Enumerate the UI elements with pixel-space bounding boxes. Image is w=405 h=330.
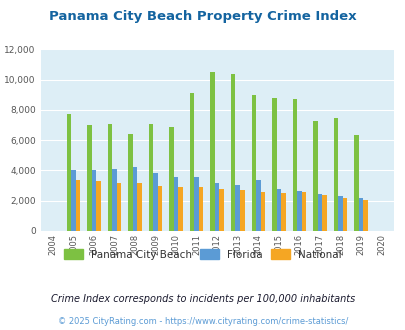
Bar — [75, 180, 80, 231]
Bar — [132, 167, 137, 231]
Bar — [66, 114, 71, 231]
Bar — [112, 169, 117, 231]
Bar — [239, 190, 244, 231]
Bar — [128, 134, 132, 231]
Text: Panama City Beach Property Crime Index: Panama City Beach Property Crime Index — [49, 10, 356, 23]
Bar — [312, 121, 317, 231]
Bar — [71, 171, 75, 231]
Bar — [271, 98, 276, 231]
Bar — [92, 171, 96, 231]
Bar — [190, 93, 194, 231]
Bar — [292, 99, 296, 231]
Bar — [260, 192, 264, 231]
Bar — [296, 191, 301, 231]
Bar — [342, 198, 346, 231]
Bar — [333, 118, 337, 231]
Bar — [358, 198, 362, 231]
Bar — [149, 124, 153, 231]
Bar — [337, 196, 342, 231]
Bar — [235, 185, 239, 231]
Bar — [353, 135, 358, 231]
Bar — [117, 182, 121, 231]
Legend: Panama City Beach, Florida, National: Panama City Beach, Florida, National — [64, 249, 341, 260]
Bar — [169, 127, 173, 231]
Bar — [301, 192, 305, 231]
Bar — [276, 189, 280, 231]
Bar — [107, 124, 112, 231]
Bar — [321, 195, 326, 231]
Bar — [256, 180, 260, 231]
Bar — [158, 186, 162, 231]
Bar — [280, 193, 285, 231]
Bar — [96, 181, 100, 231]
Bar — [178, 187, 183, 231]
Bar — [194, 177, 198, 231]
Bar — [137, 182, 141, 231]
Bar — [251, 95, 256, 231]
Bar — [173, 177, 178, 231]
Bar — [230, 74, 235, 231]
Bar — [219, 189, 224, 231]
Bar — [153, 173, 158, 231]
Bar — [362, 200, 367, 231]
Text: © 2025 CityRating.com - https://www.cityrating.com/crime-statistics/: © 2025 CityRating.com - https://www.city… — [58, 317, 347, 326]
Bar — [87, 125, 92, 231]
Bar — [317, 194, 321, 231]
Bar — [210, 72, 214, 231]
Bar — [214, 182, 219, 231]
Bar — [198, 187, 203, 231]
Text: Crime Index corresponds to incidents per 100,000 inhabitants: Crime Index corresponds to incidents per… — [51, 294, 354, 304]
